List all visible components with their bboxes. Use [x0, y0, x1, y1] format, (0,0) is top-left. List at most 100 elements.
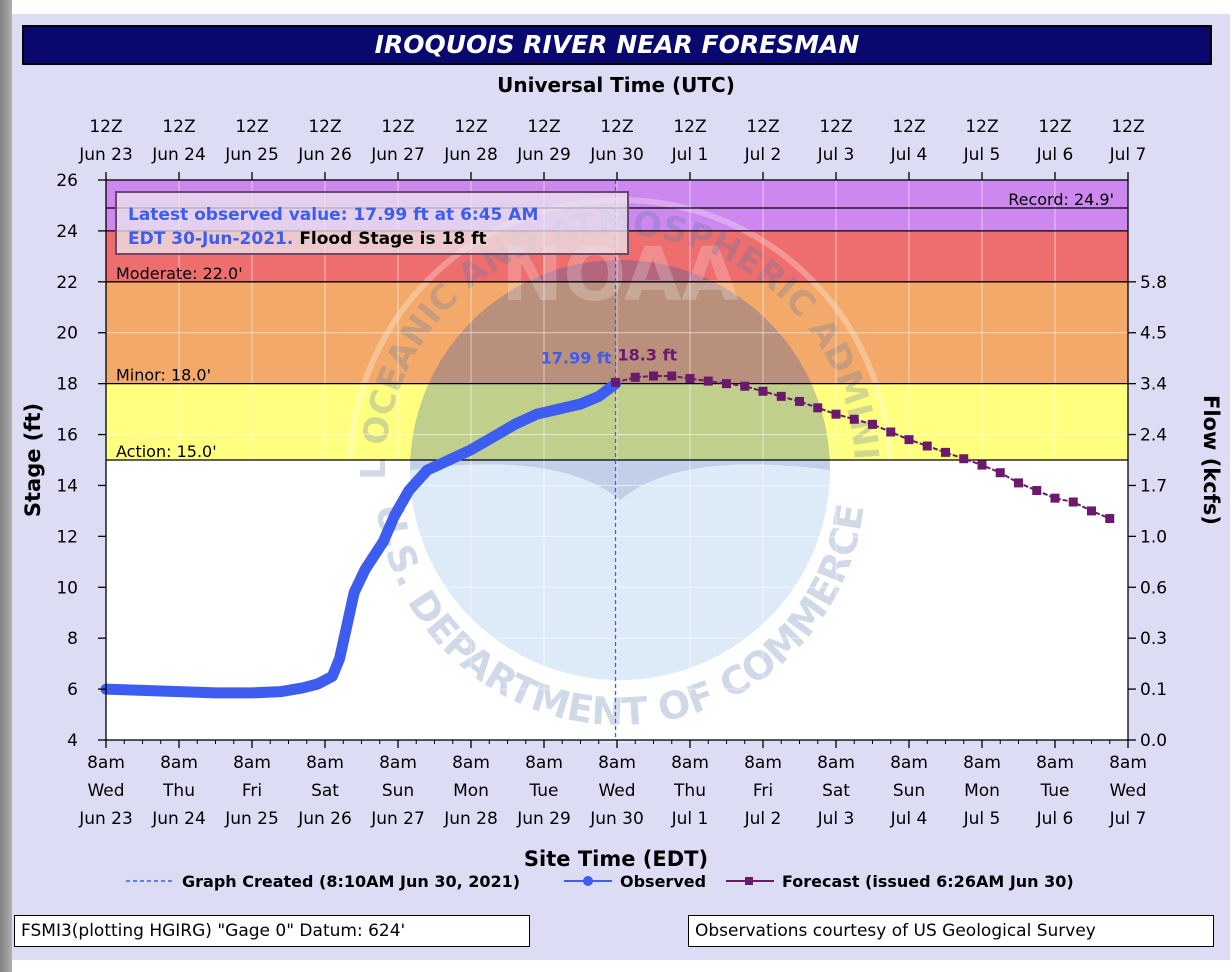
top-tick-label-hour: 12Z	[454, 117, 487, 137]
x-tick-label-time: 8am	[744, 753, 782, 773]
top-tick-label-hour: 12Z	[235, 117, 268, 137]
observed-point	[174, 686, 184, 697]
forecast-point	[722, 379, 731, 389]
forecast-point	[995, 468, 1005, 478]
observed-point	[137, 685, 148, 696]
x-tick-label-date: Jul 3	[817, 809, 855, 829]
x-tick-label-date: Jul 2	[744, 809, 782, 829]
observed-point	[509, 419, 520, 430]
forecast-point	[1050, 493, 1060, 503]
threshold-label-action: Action: 15.0'	[116, 442, 217, 461]
top-tick-label-date: Jul 6	[1036, 145, 1074, 165]
legend-observed-label: Observed	[620, 872, 706, 891]
y-tick-label: 18	[56, 375, 78, 395]
x-tick-label-day: Mon	[964, 781, 1000, 801]
forecast-point	[795, 396, 804, 406]
top-tick-label-date: Jun 26	[297, 145, 352, 165]
y-tick-label: 12	[56, 527, 78, 547]
top-tick-label-hour: 12Z	[381, 117, 414, 137]
bottom-axis-title: Site Time (EDT)	[524, 847, 708, 871]
forecast-point	[922, 441, 932, 451]
datum-info: FSMI3(plotting HGIRG) "Gage 0" Datum: 62…	[14, 915, 530, 947]
x-tick-label-time: 8am	[963, 753, 1001, 773]
forecast-value-label: 18.3 ft	[618, 346, 678, 365]
x-tick-label-date: Jul 1	[671, 809, 709, 829]
x-tick-label-day: Thu	[673, 781, 706, 801]
forecast-point	[831, 409, 841, 419]
observed-point	[247, 687, 257, 698]
x-tick-label-day: Fri	[242, 781, 262, 801]
y-axis-title-left: Stage (ft)	[21, 403, 45, 517]
x-tick-label-day: Sat	[311, 781, 339, 801]
observed-point	[276, 686, 287, 697]
forecast-point	[740, 381, 750, 391]
threshold-label-minor: Minor: 18.0'	[116, 366, 211, 385]
flow-tick-label: 1.7	[1140, 476, 1167, 496]
latest-observation-box	[115, 191, 629, 255]
x-tick-label-date: Jul 7	[1109, 809, 1147, 829]
observed-point	[403, 485, 414, 496]
observed-point	[444, 455, 455, 465]
top-tick-label-hour: 12Z	[89, 117, 122, 137]
flow-tick-label: 0.6	[1140, 578, 1167, 598]
forecast-point	[886, 427, 896, 437]
y-tick-label: 20	[56, 324, 78, 344]
x-tick-label-date: Jul 5	[963, 809, 1001, 829]
legend-forecast-label: Forecast (issued 6:26AM Jun 30)	[782, 872, 1074, 891]
observed-point	[334, 653, 345, 664]
chart-title: IROQUOIS RIVER NEAR FORESMAN	[22, 25, 1212, 65]
flow-tick-label: 5.8	[1140, 273, 1167, 293]
x-tick-label-day: Tue	[528, 781, 558, 801]
x-tick-label-date: Jul 4	[890, 809, 928, 829]
forecast-point	[941, 447, 950, 457]
forecast-point	[685, 374, 695, 384]
flow-tick-label: 0.1	[1140, 680, 1167, 700]
top-axis-title: Universal Time (UTC)	[497, 73, 735, 97]
top-tick-label-date: Jun 27	[370, 145, 425, 165]
flow-tick-label: 4.5	[1140, 324, 1167, 344]
top-tick-label-date: Jun 23	[78, 145, 133, 165]
flow-tick-label: 3.4	[1140, 375, 1167, 395]
x-tick-label-day: Thu	[162, 781, 195, 801]
top-tick-label-hour: 12Z	[1111, 117, 1144, 137]
y-tick-label: 22	[56, 273, 78, 293]
forecast-point	[649, 371, 658, 381]
window-frame-left	[0, 0, 12, 972]
forecast-point	[849, 414, 859, 424]
latest-observation-date: EDT 30-Jun-2021.	[128, 229, 293, 249]
x-tick-label-day: Wed	[598, 781, 635, 801]
observed-point	[349, 587, 360, 598]
x-tick-label-time: 8am	[1036, 753, 1074, 773]
forecast-point	[703, 376, 713, 386]
x-tick-label-time: 8am	[160, 753, 198, 773]
observations-credit: Observations courtesy of US Geological S…	[688, 915, 1214, 947]
flow-tick-label: 2.4	[1140, 426, 1167, 446]
x-tick-label-time: 8am	[306, 753, 344, 773]
x-tick-label-day: Wed	[87, 781, 124, 801]
x-tick-label-time: 8am	[233, 753, 271, 773]
y-axis-title-right: Flow (kcfs)	[1199, 395, 1223, 525]
y-tick-label: 10	[56, 578, 78, 598]
observed-point	[210, 687, 221, 698]
top-tick-label-hour: 12Z	[819, 117, 852, 137]
observed-point	[360, 564, 371, 575]
x-tick-label-time: 8am	[1109, 753, 1147, 773]
x-tick-label-time: 8am	[379, 753, 417, 773]
forecast-point	[776, 391, 786, 401]
flow-tick-label: 0.3	[1140, 629, 1167, 649]
forecast-point	[868, 419, 877, 429]
x-tick-label-day: Mon	[453, 781, 489, 801]
top-tick-label-hour: 12Z	[308, 117, 341, 137]
top-tick-label-date: Jun 28	[443, 145, 498, 165]
top-tick-label-date: Jun 25	[224, 145, 279, 165]
forecast-point	[1014, 478, 1023, 488]
observed-point	[575, 399, 586, 409]
top-tick-label-date: Jul 1	[671, 145, 709, 165]
top-tick-label-date: Jul 2	[744, 145, 782, 165]
y-tick-label: 26	[56, 171, 78, 191]
legend-observed-marker	[583, 876, 593, 886]
x-tick-label-day: Sun	[382, 781, 414, 801]
x-tick-label-day: Tue	[1039, 781, 1069, 801]
top-tick-label-hour: 12Z	[673, 117, 706, 137]
observed-point	[389, 511, 400, 521]
